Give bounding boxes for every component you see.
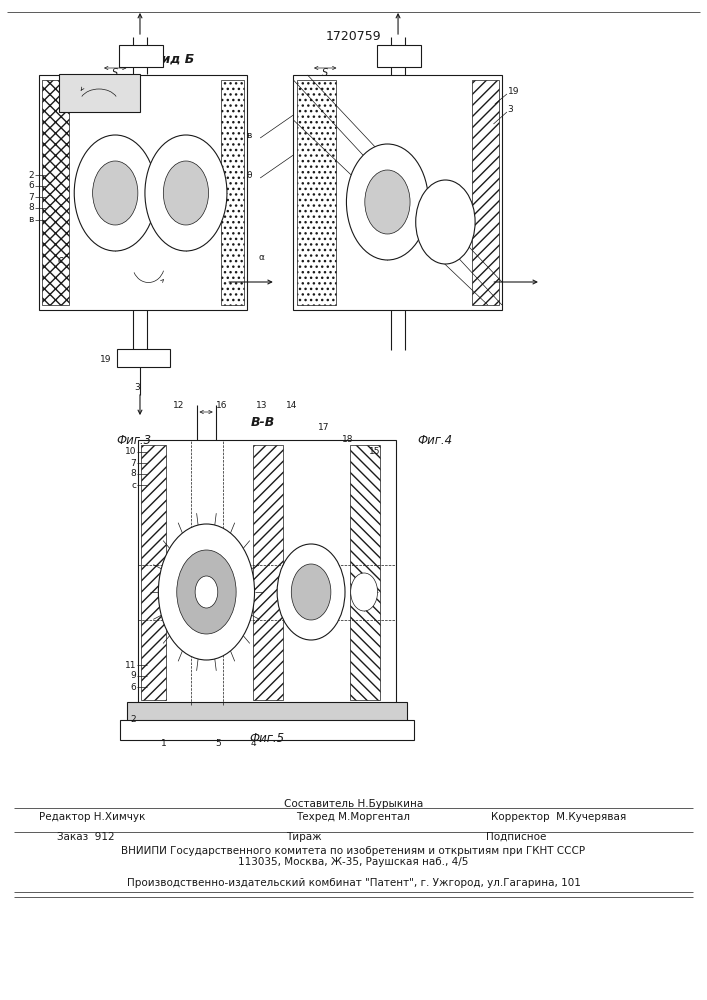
Text: 5: 5 (215, 738, 221, 748)
Text: с: с (132, 481, 136, 489)
Circle shape (195, 576, 218, 608)
Text: 15: 15 (369, 448, 380, 456)
Circle shape (277, 544, 345, 640)
Text: 19: 19 (508, 88, 519, 97)
Text: 1720759: 1720759 (326, 30, 381, 43)
Text: с: с (57, 255, 63, 265)
Circle shape (74, 135, 156, 251)
Text: 8: 8 (28, 204, 34, 213)
Text: 2: 2 (28, 170, 34, 180)
Text: 8: 8 (131, 470, 136, 479)
Text: в: в (28, 216, 34, 225)
Text: S: S (112, 68, 118, 78)
Text: Фиг.5: Фиг.5 (250, 732, 285, 744)
Text: Тираж: Тираж (286, 832, 322, 842)
Text: 13: 13 (256, 401, 267, 410)
Text: Техред М.Моргентал: Техред М.Моргентал (296, 812, 411, 822)
Text: 14: 14 (286, 401, 297, 410)
Bar (350, 445, 380, 700)
Bar (59, 74, 140, 112)
Bar (120, 720, 414, 740)
Text: 6: 6 (28, 182, 34, 190)
Text: θ: θ (246, 170, 252, 180)
Bar (297, 80, 336, 305)
Text: 11: 11 (125, 660, 136, 670)
Text: Фиг.3: Фиг.3 (117, 434, 152, 446)
Circle shape (93, 161, 138, 225)
Text: 16: 16 (216, 401, 228, 410)
Circle shape (163, 161, 209, 225)
Bar (127, 702, 407, 722)
Text: α: α (259, 253, 264, 262)
Text: Редактор Н.Химчук: Редактор Н.Химчук (39, 812, 145, 822)
Text: 7: 7 (28, 192, 34, 202)
Text: 113035, Москва, Ж-35, Раушская наб., 4/5: 113035, Москва, Ж-35, Раушская наб., 4/5 (238, 857, 469, 867)
Text: S: S (322, 68, 328, 78)
Bar (42, 80, 69, 305)
Bar (117, 349, 170, 367)
Text: 4: 4 (250, 738, 256, 748)
Text: 10: 10 (125, 448, 136, 456)
Bar (39, 75, 247, 310)
Text: 6: 6 (131, 682, 136, 692)
Text: Подписное: Подписное (486, 832, 547, 842)
Bar (377, 45, 421, 67)
Circle shape (291, 564, 331, 620)
Text: в: в (246, 130, 252, 139)
Circle shape (365, 170, 410, 234)
Text: 17: 17 (318, 424, 329, 432)
Text: Производственно-издательский комбинат "Патент", г. Ужгород, ул.Гагарина, 101: Производственно-издательский комбинат "П… (127, 878, 580, 888)
Text: В-В: В-В (251, 416, 275, 428)
Text: 3: 3 (134, 383, 140, 392)
Bar (138, 440, 396, 705)
Text: 1: 1 (161, 738, 167, 748)
Bar (472, 80, 499, 305)
Bar (141, 445, 166, 700)
Text: Фиг.4: Фиг.4 (417, 434, 452, 446)
Text: 7: 7 (131, 458, 136, 468)
Bar (119, 45, 163, 67)
Bar (293, 75, 502, 310)
Text: Составитель Н.Бурыкина: Составитель Н.Бурыкина (284, 799, 423, 809)
Text: 18: 18 (342, 436, 354, 444)
Circle shape (346, 144, 428, 260)
Text: 12: 12 (173, 401, 184, 410)
Bar (221, 80, 244, 305)
Text: 9: 9 (131, 672, 136, 680)
Text: 19: 19 (100, 355, 112, 363)
Text: Заказ  912: Заказ 912 (57, 832, 115, 842)
Circle shape (145, 135, 227, 251)
Text: 3: 3 (508, 105, 513, 114)
Text: Вид Б: Вид Б (152, 52, 194, 66)
Circle shape (416, 180, 475, 264)
Text: 2: 2 (131, 716, 136, 724)
Circle shape (158, 524, 255, 660)
Circle shape (177, 550, 236, 634)
Bar (253, 445, 283, 700)
Circle shape (351, 573, 378, 611)
Text: Корректор  М.Кучерявая: Корректор М.Кучерявая (491, 812, 626, 822)
Text: ВНИИПИ Государственного комитета по изобретениям и открытиям при ГКНТ СССР: ВНИИПИ Государственного комитета по изоб… (122, 846, 585, 856)
